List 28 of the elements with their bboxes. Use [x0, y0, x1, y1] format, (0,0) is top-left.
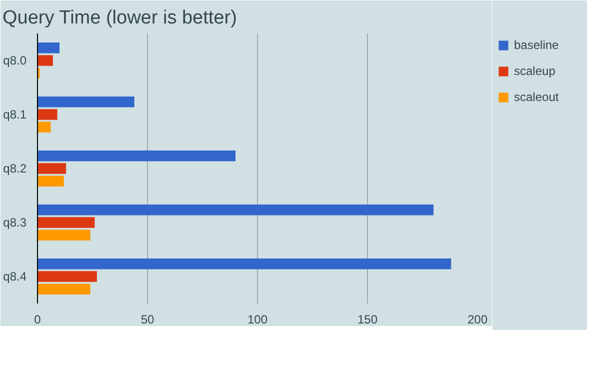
x-tick-label: 50	[140, 312, 154, 326]
bar	[38, 204, 434, 216]
bar	[38, 55, 53, 66]
bar	[38, 176, 64, 186]
legend-label: scaleup	[514, 64, 556, 78]
x-tick-label: 0	[34, 312, 42, 326]
x-tick-label: 200	[467, 312, 488, 326]
x-tick-label: 150	[357, 312, 378, 326]
x-tick-label: 100	[247, 312, 268, 326]
y-tick-label: q8.3	[3, 216, 27, 230]
y-tick-label: q8.2	[3, 162, 27, 176]
legend-label: scaleout	[514, 90, 559, 104]
y-tick-label: q8.4	[3, 270, 27, 284]
chart-title: Query Time (lower is better)	[2, 8, 237, 28]
y-tick-label: q8.0	[3, 54, 27, 68]
bar	[38, 109, 58, 120]
bar	[38, 217, 95, 228]
y-tick-label: q8.1	[3, 108, 27, 122]
bar	[38, 258, 452, 270]
bar	[38, 42, 60, 54]
bar	[38, 122, 51, 132]
legend-label: baseline	[514, 38, 559, 52]
bar	[38, 96, 134, 108]
bar	[38, 230, 90, 240]
bar	[38, 271, 97, 282]
bar	[38, 284, 90, 294]
bar	[38, 163, 66, 174]
bar	[38, 150, 236, 162]
